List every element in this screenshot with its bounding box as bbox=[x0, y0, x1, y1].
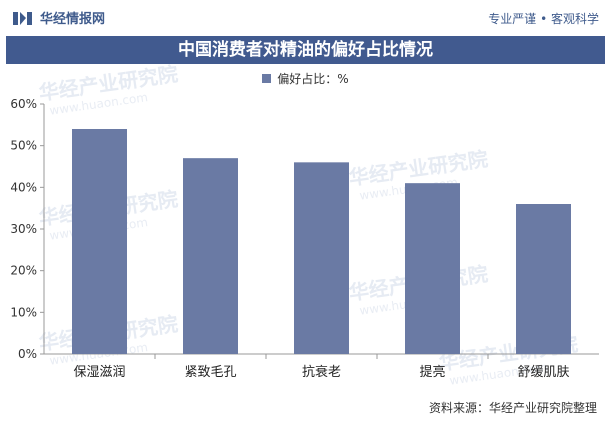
footer: 资料来源：华经产业研究院整理 bbox=[0, 395, 611, 425]
legend-label: 偏好占比：% bbox=[277, 71, 349, 86]
y-tick-label: 20% bbox=[10, 264, 37, 278]
y-tick-label: 40% bbox=[10, 180, 37, 194]
x-tick-label: 舒缓肌肤 bbox=[517, 365, 569, 380]
x-tick-label: 提亮 bbox=[419, 364, 445, 380]
x-tick-label: 抗衰老 bbox=[302, 364, 341, 380]
y-tick-label: 0% bbox=[18, 347, 37, 361]
huajing-logo-icon bbox=[12, 9, 34, 27]
bar bbox=[183, 158, 238, 354]
x-tick-label: 保湿滋润 bbox=[73, 365, 125, 380]
bar bbox=[294, 162, 349, 354]
chart-title: 中国消费者对精油的偏好占比情况 bbox=[6, 36, 605, 64]
bar bbox=[72, 129, 127, 354]
source-note: 资料来源：华经产业研究院整理 bbox=[428, 401, 597, 415]
tagline: 专业严谨 • 客观科学 bbox=[488, 12, 599, 26]
site-name: 华经情报网 bbox=[40, 12, 106, 27]
y-tick-label: 30% bbox=[10, 222, 37, 236]
legend-swatch bbox=[262, 73, 272, 83]
legend: 偏好占比：% bbox=[0, 70, 611, 86]
header: 华经情报网 专业严谨 • 客观科学 bbox=[0, 0, 611, 34]
bar bbox=[516, 204, 571, 354]
x-tick-label: 紧致毛孔 bbox=[184, 365, 236, 380]
y-tick-label: 10% bbox=[10, 305, 37, 319]
brand[interactable]: 华经情报网 bbox=[12, 8, 105, 27]
bar bbox=[405, 183, 460, 354]
bar-chart: 华经产业研究院www.huaon.com华经产业研究院www.huaon.com… bbox=[10, 62, 599, 388]
y-tick-label: 50% bbox=[10, 139, 37, 153]
y-tick-label: 60% bbox=[10, 97, 37, 111]
